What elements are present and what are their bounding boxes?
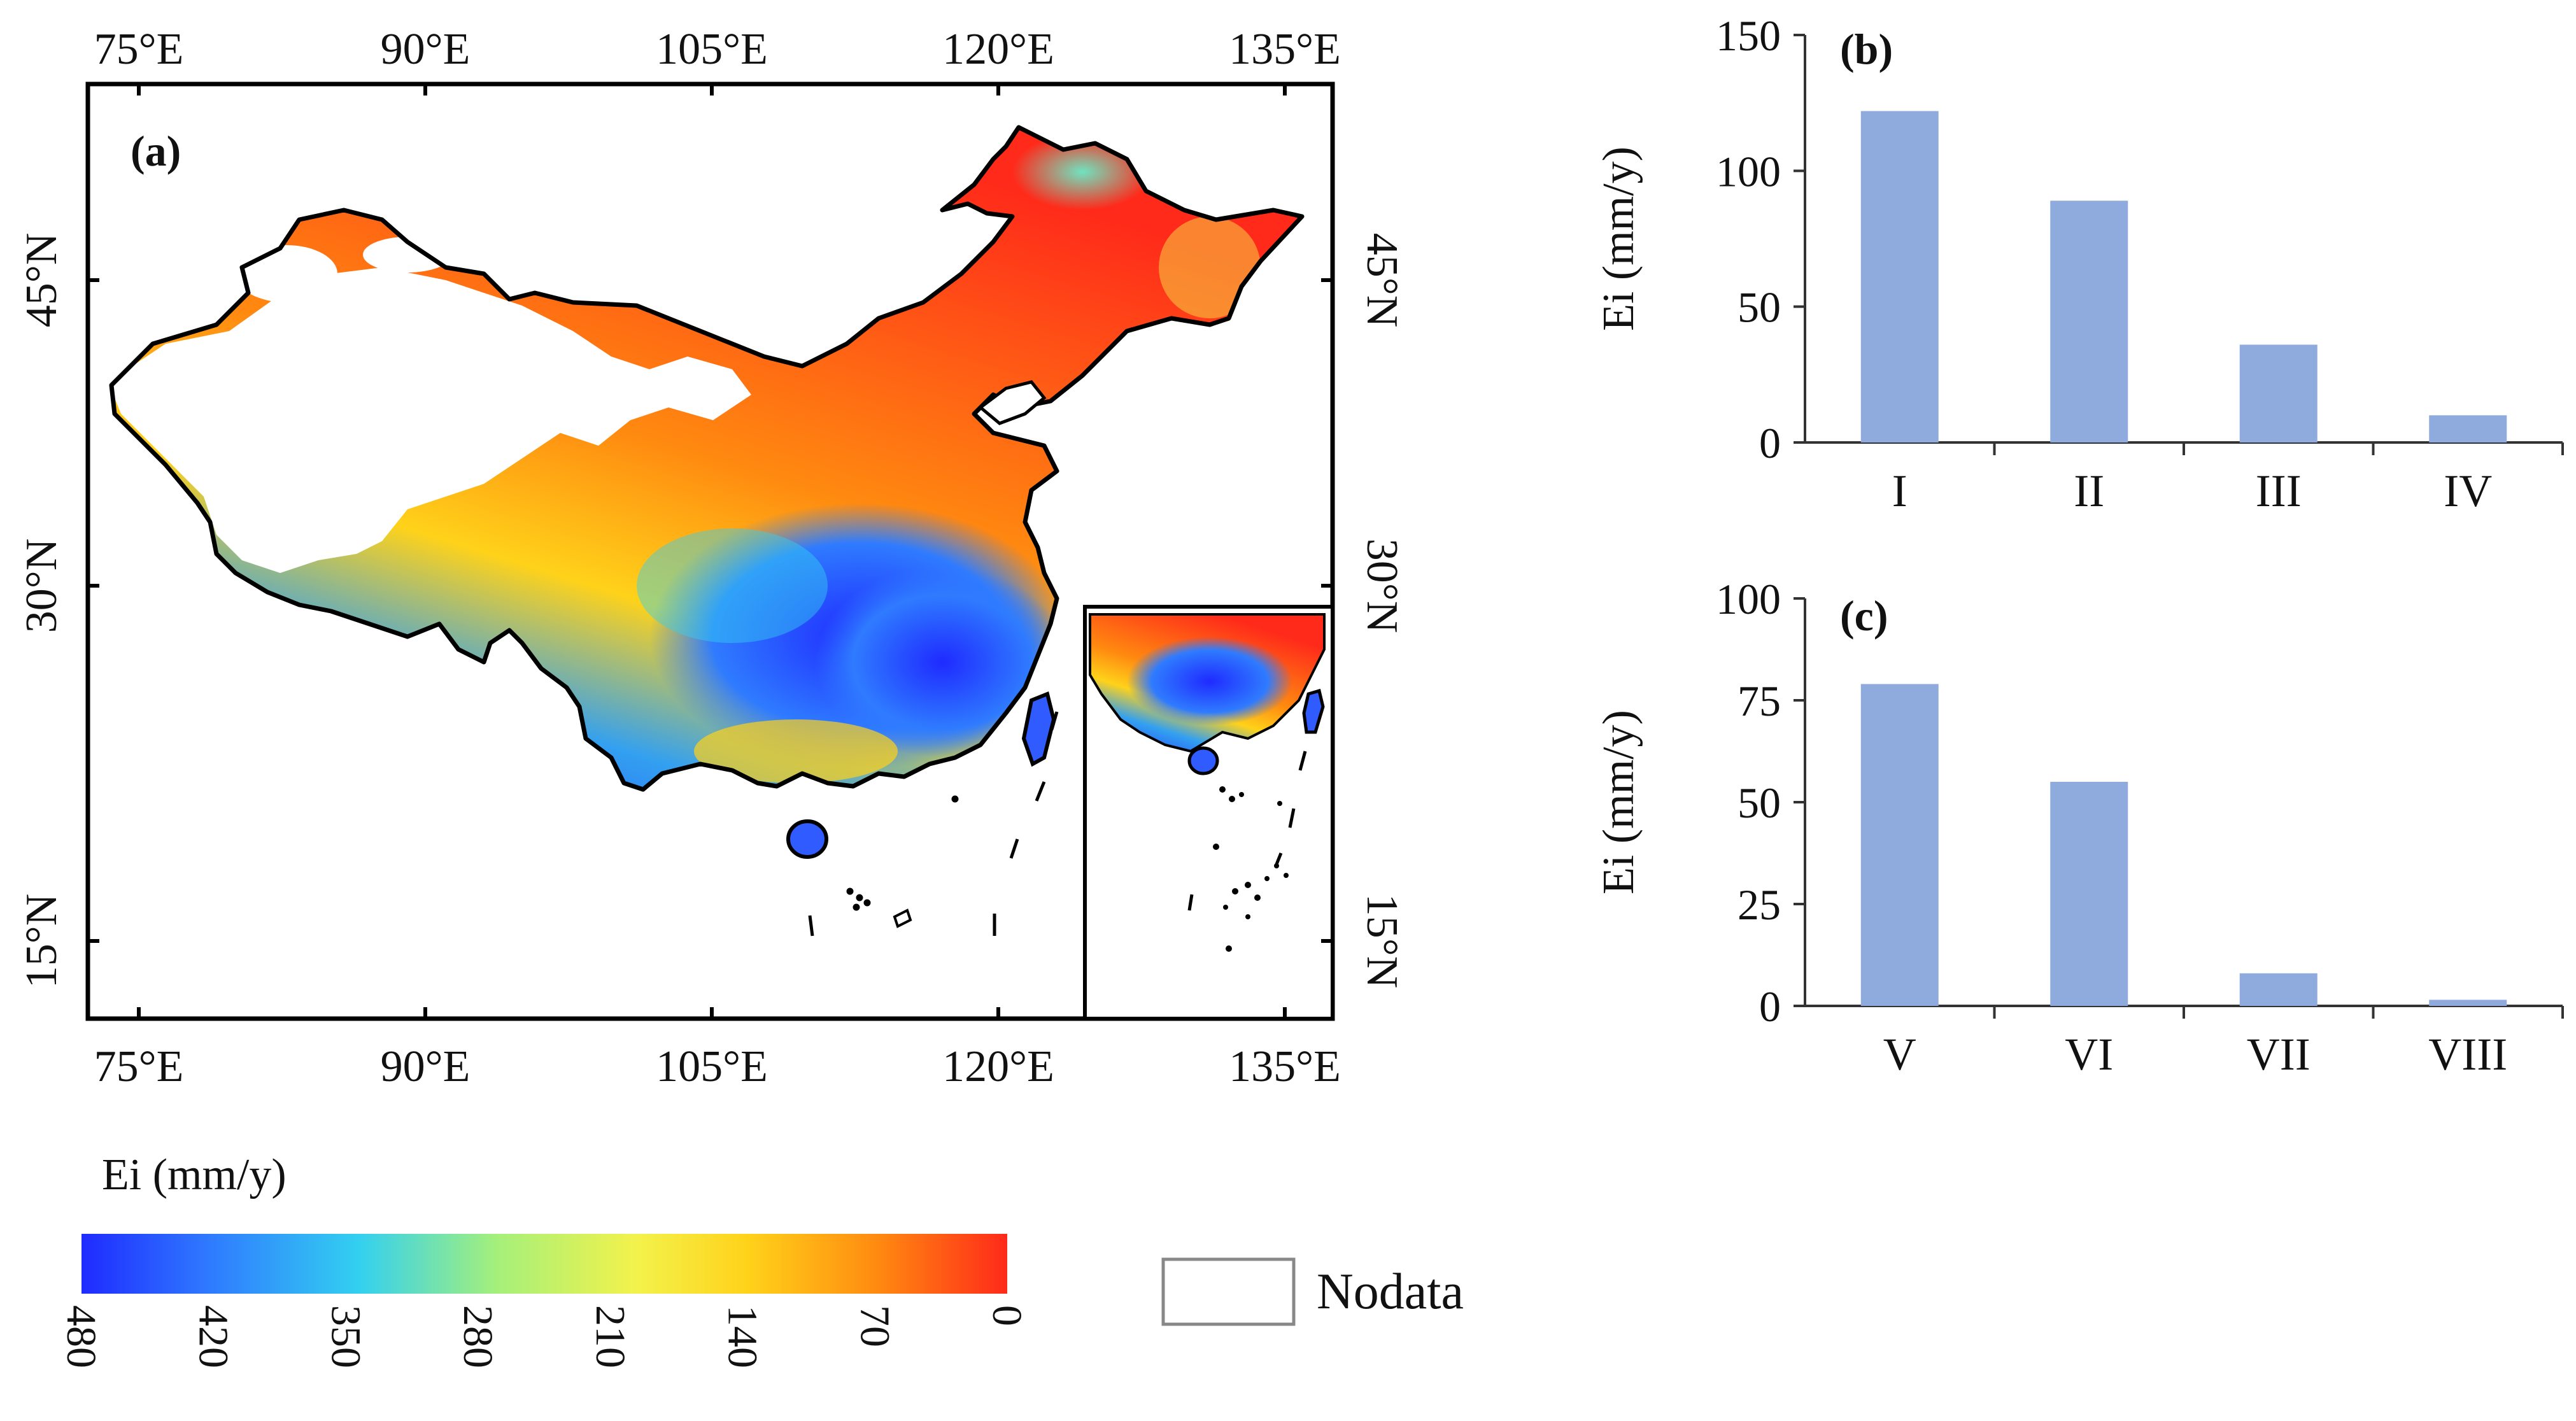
colorbar-tick-label: 140 (719, 1305, 766, 1368)
colorbar-tick-label: 350 (322, 1305, 369, 1368)
colorbar-tick-label: 280 (455, 1305, 501, 1368)
colorbar-tick-label: 480 (58, 1305, 104, 1368)
bar-chart-c: 0 25 50 75 100 V VI VII VIII Ei (mm/y) (c) (1594, 575, 2564, 1080)
y-tick-label: 50 (1737, 779, 1781, 827)
lon-label: 135°E (1229, 1042, 1341, 1091)
y-tick-label: 75 (1737, 677, 1781, 725)
panel-label-a: (a) (131, 127, 181, 175)
lat-label: 30°N (1357, 539, 1406, 633)
bar (1860, 111, 1939, 442)
nodata-label: Nodata (1317, 1264, 1464, 1320)
bar (2239, 344, 2318, 442)
y-tick-label: 50 (1737, 283, 1781, 332)
lon-label: 120°E (942, 25, 1054, 74)
lon-label: 120°E (942, 1042, 1054, 1091)
lon-label: 90°E (381, 25, 471, 74)
colorbar-gradient (81, 1234, 1007, 1294)
y-tick-label: 150 (1716, 11, 1781, 60)
lat-label: 30°N (17, 539, 66, 633)
lon-label: 105°E (656, 25, 768, 74)
south-china-sea-islands (808, 711, 1059, 937)
lon-labels-bottom: 75°E 90°E 105°E 120°E 135°E (94, 1042, 1341, 1091)
x-tick-label: II (2074, 465, 2104, 516)
y-axis-label: Ei (mm/y) (1594, 146, 1643, 331)
lon-labels-top: 75°E 90°E 105°E 120°E 135°E (94, 25, 1341, 74)
y-axis-label: Ei (mm/y) (1594, 710, 1643, 894)
hainan-island (786, 819, 828, 859)
nodata-legend: Nodata (1161, 1257, 1464, 1326)
nodata-swatch (1161, 1257, 1296, 1326)
bar (2239, 973, 2318, 1006)
china-border (109, 125, 1305, 792)
lat-label: 45°N (17, 233, 66, 328)
colorbar-title: Ei (mm/y) (102, 1150, 287, 1199)
lat-label: 15°N (1357, 894, 1406, 989)
lon-label: 75°E (94, 25, 184, 74)
map-tick-marks (88, 84, 1333, 1019)
x-tick-label: VII (2247, 1029, 2311, 1080)
x-tick-label: VIII (2428, 1029, 2507, 1080)
bar (2050, 201, 2128, 442)
bar (1860, 684, 1939, 1006)
lon-label: 90°E (381, 1042, 471, 1091)
inset-south-china-sea (1083, 605, 1334, 1021)
colorbar-tick-label: 420 (190, 1305, 237, 1368)
lon-label: 75°E (94, 1042, 184, 1091)
x-tick-label: III (2256, 465, 2302, 516)
bar (2429, 1000, 2507, 1006)
map-panel: 75°E 90°E 105°E 120°E 135°E 75°E 90°E 10… (17, 25, 1406, 1091)
bar (2050, 782, 2128, 1006)
y-tick-label: 25 (1737, 880, 1781, 929)
x-tick-label: VI (2065, 1029, 2113, 1080)
x-tick-label: IV (2444, 465, 2492, 516)
lat-labels-left: 45°N 30°N 15°N (17, 233, 66, 989)
lat-labels-right: 45°N 30°N 15°N (1357, 233, 1406, 989)
y-tick-label: 100 (1716, 147, 1781, 195)
panel-label: (b) (1840, 25, 1893, 73)
x-tick-label: V (1883, 1029, 1916, 1080)
nodata-region (111, 267, 751, 573)
lat-label: 45°N (1357, 233, 1406, 328)
y-tick-label: 0 (1759, 982, 1781, 1031)
y-tick-label: 100 (1716, 575, 1781, 623)
lon-label: 105°E (656, 1042, 768, 1091)
x-tick-label: I (1892, 465, 1907, 516)
colorbar-ticks: 480 420 350 280 210 140 70 0 (58, 1305, 1030, 1368)
y-tick-label: 0 (1759, 419, 1781, 467)
bohai-sea (977, 380, 1047, 425)
colorbar-tick-label: 210 (587, 1305, 633, 1368)
bar (2429, 415, 2507, 442)
lon-label: 135°E (1229, 25, 1341, 74)
colorbar-tick-label: 0 (984, 1305, 1030, 1326)
colorbar-tick-label: 70 (851, 1305, 898, 1347)
taiwan-island (1021, 691, 1056, 767)
colorbar: Ei (mm/y) 480 420 350 280 210 140 70 0 (58, 1150, 1030, 1368)
panel-label: (c) (1840, 591, 1888, 640)
lat-label: 15°N (17, 894, 66, 989)
